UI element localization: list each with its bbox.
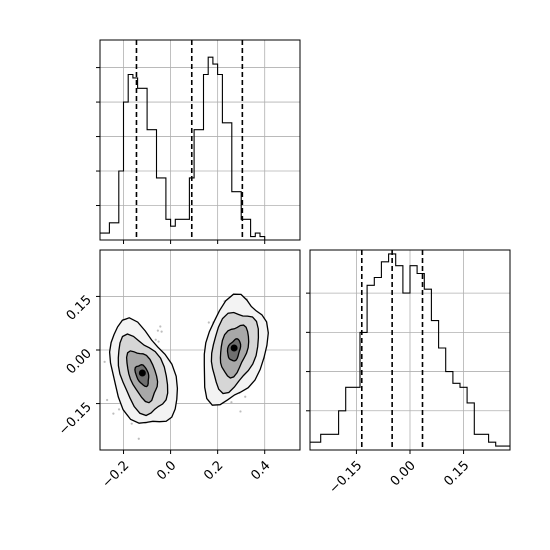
x-tick-label: 0.00 — [388, 458, 419, 489]
scatter-point — [160, 330, 163, 333]
scatter-point — [156, 329, 159, 332]
scatter-point — [230, 401, 233, 404]
x-tick-label: −0.2 — [99, 458, 132, 491]
y-tick-label: 0.15 — [64, 293, 95, 324]
y-tick-label: −0.15 — [56, 400, 95, 439]
scatter-point — [157, 340, 160, 343]
x-tick-label: 0.0 — [154, 458, 179, 483]
scatter-point — [106, 398, 109, 402]
x-tick-label: 0.2 — [201, 458, 226, 483]
scatter-point — [117, 408, 121, 411]
histogram-step-line — [100, 56, 300, 241]
scatter-point — [130, 422, 133, 425]
scatter-point — [137, 437, 140, 440]
x-tick-label: −0.15 — [326, 458, 365, 497]
scatter-point — [112, 412, 115, 415]
x-tick-label: 0.4 — [248, 458, 273, 483]
scatter-point — [159, 325, 162, 328]
scatter-point — [239, 410, 242, 413]
scatter-point — [207, 321, 210, 324]
scatter-point — [103, 360, 106, 363]
x-tick-label: 0.15 — [441, 458, 472, 489]
density-peak — [138, 369, 146, 377]
y-tick-label: 0.00 — [64, 346, 95, 377]
histogram-x-panel — [96, 39, 301, 244]
scatter-point — [244, 395, 247, 398]
histogram-step-line — [310, 253, 510, 447]
axes-frame — [99, 39, 301, 241]
histogram-y-panel: −0.15 0.00 0.15 — [306, 249, 511, 497]
contour-joint-panel: −0.2 0.0 0.2 0.4 −0.15 0.00 0.15 — [56, 249, 301, 491]
scatter-point — [154, 338, 157, 341]
density-peak — [230, 344, 238, 352]
